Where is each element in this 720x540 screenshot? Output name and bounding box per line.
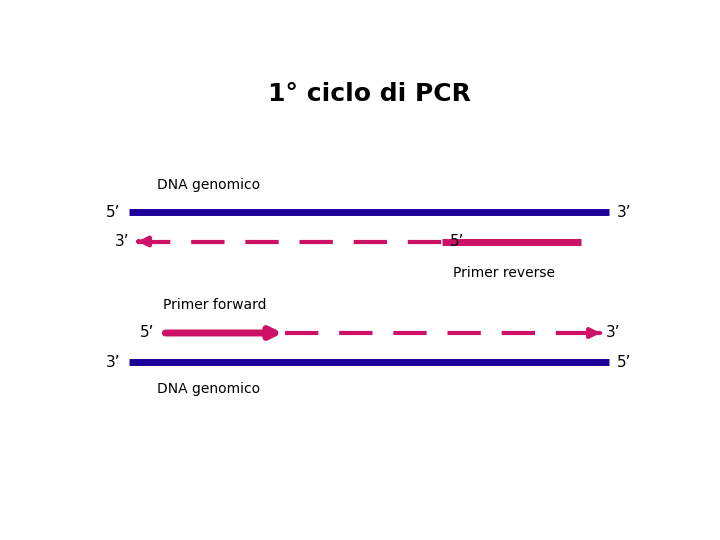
Text: DNA genomico: DNA genomico xyxy=(157,382,260,396)
Text: DNA genomico: DNA genomico xyxy=(157,178,260,192)
Text: 1° ciclo di PCR: 1° ciclo di PCR xyxy=(268,82,470,106)
Text: 3’: 3’ xyxy=(114,234,129,249)
Text: 5’: 5’ xyxy=(450,234,464,249)
Text: 5’: 5’ xyxy=(106,205,121,220)
Text: 5’: 5’ xyxy=(140,326,154,341)
Text: 3’: 3’ xyxy=(106,355,121,369)
Text: Primer reverse: Primer reverse xyxy=(453,266,554,280)
Text: Primer forward: Primer forward xyxy=(163,298,266,312)
Text: 3’: 3’ xyxy=(617,205,632,220)
Text: 3’: 3’ xyxy=(606,326,621,341)
Text: 5’: 5’ xyxy=(617,355,632,369)
